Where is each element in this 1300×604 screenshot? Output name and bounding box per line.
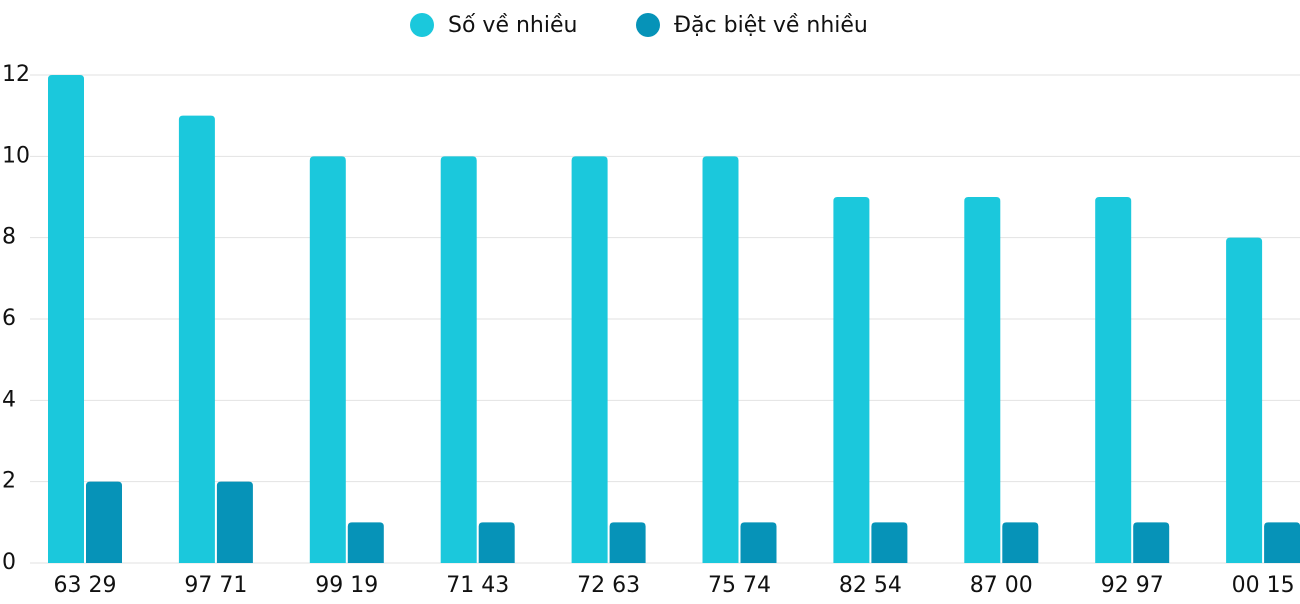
bar: [740, 522, 777, 563]
x-tick-label: 87 00: [970, 573, 1033, 598]
bar: [1264, 522, 1300, 563]
bar: [571, 156, 608, 564]
legend-swatch: [410, 13, 434, 37]
bar: [1226, 237, 1263, 563]
y-tick-label: 0: [2, 550, 16, 575]
x-tick-label: 99 19: [315, 573, 378, 598]
legend-label: Số về nhiều: [448, 13, 577, 38]
bar: [347, 522, 384, 563]
legend-label: Đặc biệt về nhiều: [674, 13, 868, 38]
bar: [178, 115, 215, 564]
y-tick-label: 6: [2, 306, 16, 331]
bar: [48, 75, 84, 563]
bar: [440, 156, 477, 564]
bar: [478, 522, 515, 563]
x-tick-label: 00 15: [1232, 573, 1295, 598]
bar: [309, 156, 346, 564]
x-tick-label: 63 29: [54, 573, 117, 598]
bar: [216, 481, 253, 563]
x-tick-label: 71 43: [446, 573, 509, 598]
bar: [1133, 522, 1170, 563]
y-tick-label: 10: [2, 143, 30, 168]
bar: [86, 481, 122, 563]
bar: [1095, 197, 1132, 563]
bar: [702, 156, 739, 564]
y-tick-label: 8: [2, 225, 16, 250]
bar: [871, 522, 908, 563]
bar: [1002, 522, 1039, 563]
x-tick-label: 82 54: [839, 573, 902, 598]
x-tick-label: 75 74: [708, 573, 771, 598]
x-tick-label: 92 97: [1101, 573, 1164, 598]
bar: [609, 522, 646, 563]
x-tick-label: 97 71: [184, 573, 247, 598]
bar: [964, 197, 1001, 563]
y-tick-label: 2: [2, 469, 16, 494]
legend-swatch: [636, 13, 660, 37]
y-tick-label: 4: [2, 387, 16, 412]
bar: [833, 197, 870, 563]
x-tick-label: 72 63: [577, 573, 640, 598]
y-tick-label: 12: [2, 62, 30, 87]
